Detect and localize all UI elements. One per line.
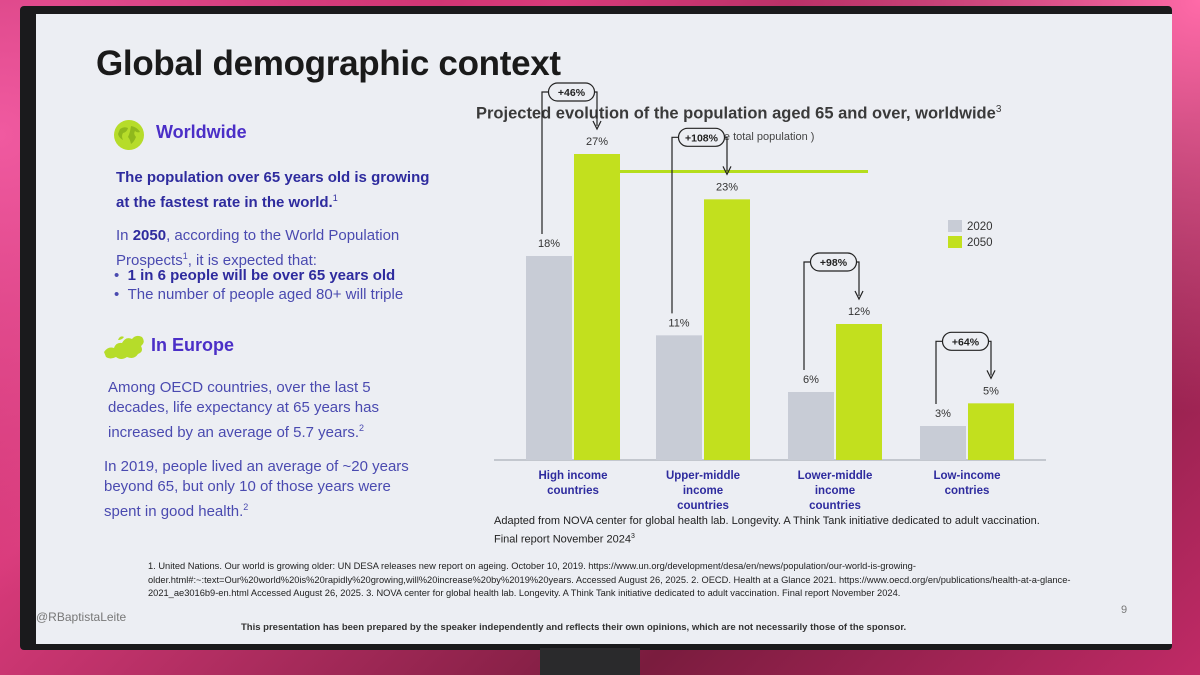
europe-para-1: Among OECD countries, over the last 5 de…: [108, 379, 379, 441]
legend-swatch-2050: [948, 236, 962, 248]
bar-2050: [574, 154, 620, 460]
europe-map-icon: [104, 335, 144, 359]
data-label-2020: 18%: [538, 238, 560, 250]
europe-para-2: In 2019, people lived an average of ~20 …: [104, 458, 409, 520]
growth-arrowhead: [986, 370, 996, 380]
growth-label: +46%: [558, 87, 586, 99]
category-label: Low-income: [933, 470, 1000, 482]
worldwide-bullet-2: • The number of people aged 80+ will tri…: [114, 286, 404, 303]
worldwide-lead: The population over 65 years old is grow…: [116, 169, 430, 211]
legend-label-2020: 2020: [967, 221, 993, 233]
data-label-2050: 12%: [848, 306, 870, 318]
growth-arrowhead: [854, 290, 864, 301]
bar-2020: [920, 426, 966, 460]
speaker-handle: @RBaptistaLeite: [36, 610, 127, 624]
growth-arrowhead: [722, 166, 732, 176]
data-label-2050: 5%: [983, 385, 999, 397]
bar-2050: [836, 324, 882, 460]
slide: Global demographic context Worldwide The…: [36, 14, 1172, 644]
category-label: Upper-middle: [666, 470, 740, 482]
growth-badge: [809, 252, 858, 272]
growth-badge: [547, 82, 596, 102]
bar-2050: [704, 199, 750, 461]
bar-2050: [968, 403, 1014, 460]
growth-label: +64%: [952, 336, 980, 348]
data-label-2050: 27%: [586, 136, 608, 148]
footnotes: 1. United Nations. Our world is growing …: [148, 561, 1071, 598]
category-label: countries: [677, 500, 729, 512]
bar-2020: [788, 392, 834, 460]
bar-2020: [526, 256, 572, 460]
bar-chart: 18% 27% +46% High income countries 11% 23% +108…: [494, 82, 1046, 512]
category-label: income: [815, 485, 855, 497]
data-label-2020: 11%: [668, 317, 689, 329]
growth-label: +98%: [820, 257, 848, 269]
page-number: 9: [1121, 604, 1128, 616]
growth-badge: [941, 331, 990, 351]
bar-2020: [656, 335, 702, 460]
category-label: contries: [945, 485, 990, 497]
tv-stand: [540, 648, 640, 675]
category-label: countries: [809, 500, 861, 512]
growth-label: +108%: [685, 132, 719, 144]
category-label: High income: [538, 470, 607, 482]
category-label: Lower-middle: [798, 470, 873, 482]
worldwide-intro: In 2050, according to the World Populati…: [116, 227, 400, 269]
slide-title: Global demographic context: [96, 44, 561, 83]
category-label: income: [683, 485, 723, 497]
data-label-2020: 3%: [935, 408, 951, 420]
europe-heading: In Europe: [151, 335, 235, 355]
chart-title: Projected evolution of the population ag…: [476, 104, 1002, 123]
worldwide-heading: Worldwide: [156, 122, 247, 142]
disclaimer: This presentation has been prepared by t…: [241, 622, 907, 633]
data-label-2020: 6%: [803, 374, 819, 386]
data-label-2050: 23%: [716, 181, 738, 193]
growth-badge: [677, 127, 726, 147]
legend-label-2050: 2050: [967, 237, 993, 249]
legend-swatch-2020: [948, 220, 962, 232]
title-accent-line: [614, 170, 868, 173]
growth-arrowhead: [592, 120, 602, 131]
category-label: countries: [547, 485, 599, 497]
worldwide-bullet-1: • 1 in 6 people will be over 65 years ol…: [114, 267, 396, 284]
chart-source: Adapted from NOVA center for global heal…: [494, 515, 1040, 546]
globe-icon: [114, 120, 144, 150]
